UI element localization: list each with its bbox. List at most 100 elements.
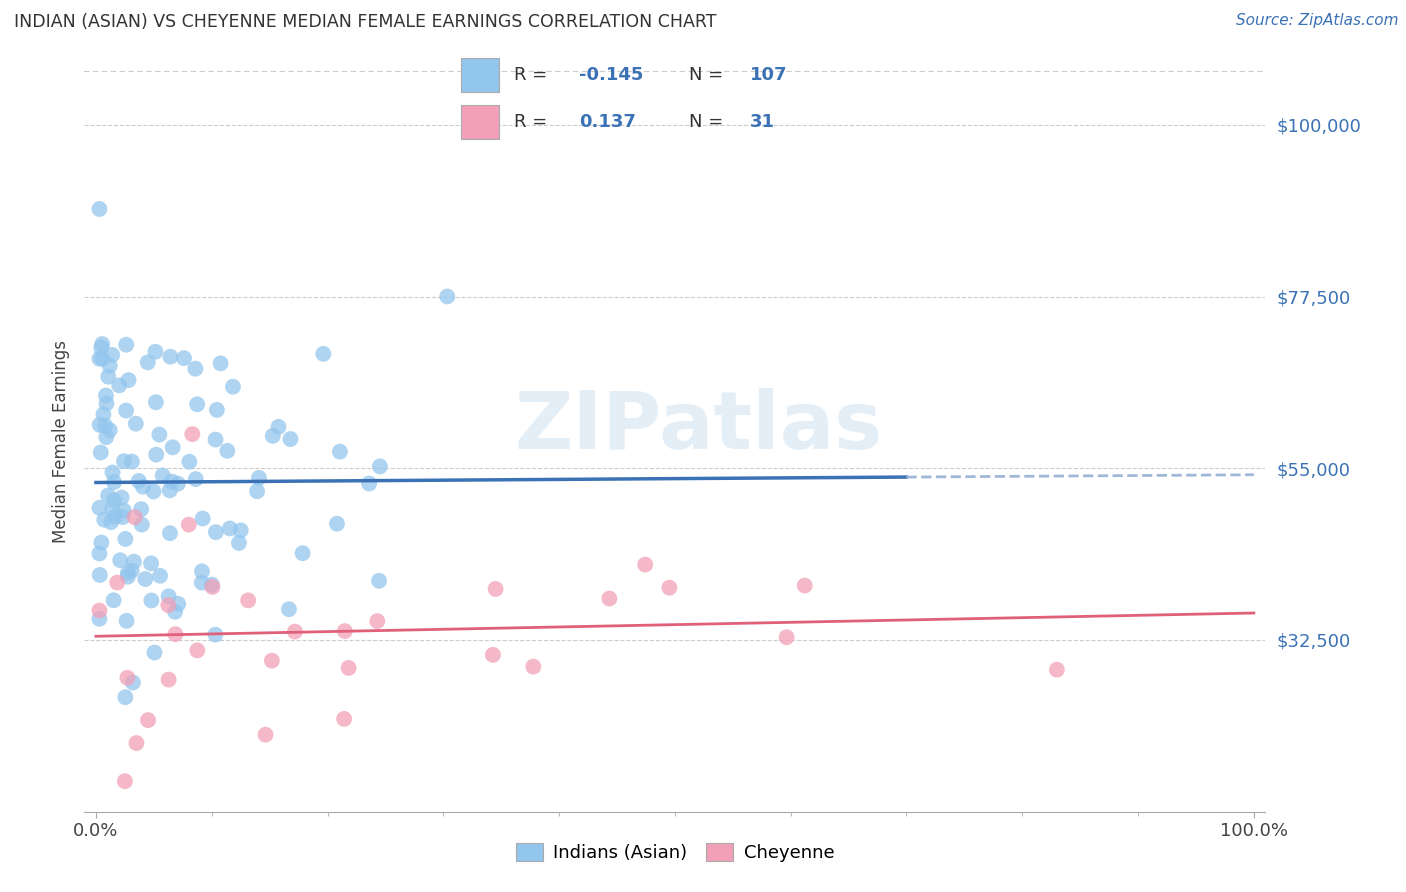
Point [246,484,269,499]
Point [218,521,240,535]
Point [165,605,187,619]
Point [131,517,153,532]
Point [111,510,134,524]
Point [112,503,135,517]
Point [89,202,111,216]
Point [89,612,111,626]
Y-axis label: Median Female Earnings: Median Female Earnings [52,340,70,543]
Point [105,575,128,590]
Point [205,525,228,540]
Point [222,380,245,394]
Point [90,445,112,459]
Point [217,443,239,458]
Point [128,474,150,488]
FancyBboxPatch shape [461,58,499,92]
Text: ZIPatlas: ZIPatlas [515,388,883,466]
Point [89,500,111,515]
Point [114,774,136,789]
Point [101,466,124,480]
Point [333,712,356,726]
Point [658,581,681,595]
Point [247,471,270,485]
Point [117,373,139,387]
Point [98,423,121,437]
Point [96,430,118,444]
Point [326,516,349,531]
Point [148,427,170,442]
Point [368,574,391,588]
Point [114,690,136,705]
Point [280,432,302,446]
Point [97,488,120,502]
Point [93,513,115,527]
Point [186,643,208,657]
Point [634,558,657,572]
Point [129,502,152,516]
Point [114,532,136,546]
Point [482,648,505,662]
Point [284,624,307,639]
Point [145,448,167,462]
Point [598,591,620,606]
Point [112,454,135,468]
Point [201,577,224,591]
Point [152,468,174,483]
Point [91,337,114,351]
Point [229,524,252,538]
Point [115,614,138,628]
Point [89,603,111,617]
Point [205,402,228,417]
Point [139,557,162,571]
Point [159,350,181,364]
Point [143,646,166,660]
Text: R =: R = [515,66,554,84]
Point [136,713,159,727]
Point [117,671,139,685]
Point [181,427,204,442]
Text: INDIAN (ASIAN) VS CHEYENNE MEDIAN FEMALE EARNINGS CORRELATION CHART: INDIAN (ASIAN) VS CHEYENNE MEDIAN FEMALE… [14,13,717,31]
FancyBboxPatch shape [461,105,499,139]
Point [793,578,815,592]
Point [108,378,131,392]
Text: 31: 31 [749,113,775,131]
Point [117,570,139,584]
Point [122,675,145,690]
Point [267,420,290,434]
Point [91,351,114,366]
Point [160,475,183,489]
Point [201,580,224,594]
Point [260,654,283,668]
Point [115,337,138,351]
Point [103,475,125,489]
Point [149,569,172,583]
Point [204,628,226,642]
Point [90,535,112,549]
Point [228,536,250,550]
Point [254,728,277,742]
Legend: Indians (Asian), Cheyenne: Indians (Asian), Cheyenne [509,836,841,870]
Point [89,351,111,366]
Point [173,351,195,366]
Point [262,429,284,443]
Point [94,418,117,433]
Point [122,555,145,569]
Point [110,491,132,505]
Text: -0.145: -0.145 [579,66,644,84]
Point [329,444,352,458]
Point [98,359,121,373]
Point [145,395,167,409]
Point [366,614,388,628]
Point [141,593,163,607]
Point [368,459,391,474]
Point [436,289,458,303]
Point [125,417,148,431]
Point [159,526,181,541]
Point [191,564,214,578]
Point [108,553,131,567]
Point [1046,663,1069,677]
Point [125,736,148,750]
Point [291,546,314,560]
Point [159,483,181,498]
Point [157,598,180,612]
Point [162,440,184,454]
